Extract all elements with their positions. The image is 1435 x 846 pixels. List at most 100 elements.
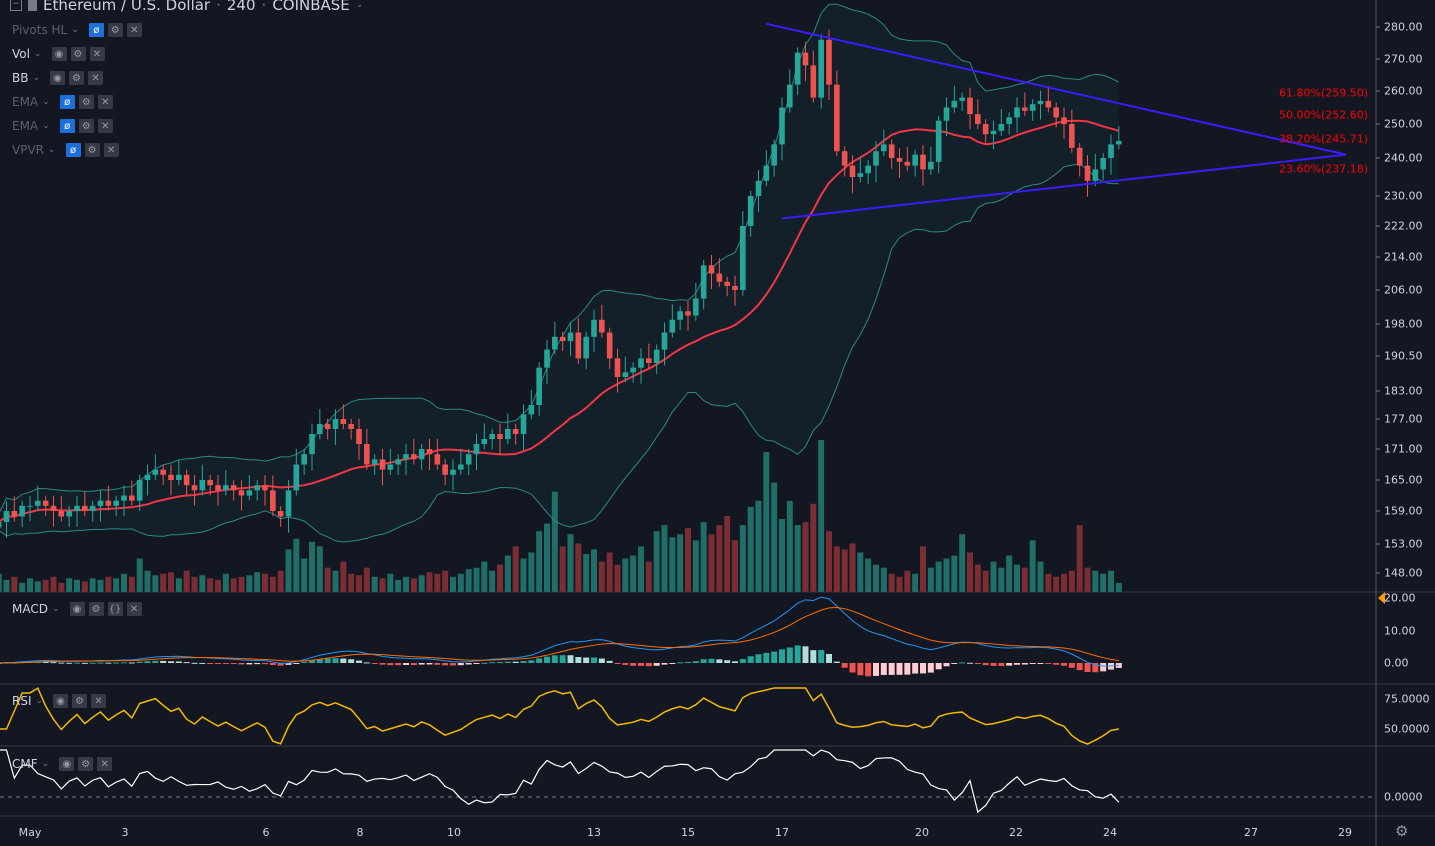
volume-bar [677,534,684,592]
gear-icon[interactable]: ⚙ [78,95,94,109]
gear-icon[interactable]: ⚙ [88,602,104,616]
close-icon[interactable]: ✕ [97,119,113,133]
indicator-legend[interactable]: Vol ⌄ ◉ ⚙ ✕ [12,47,105,61]
macd-legend[interactable]: MACD ⌄ ◉ ⚙{} ✕ [12,602,142,616]
volume-bar [395,579,402,592]
volume-bar [692,540,699,592]
macd-histogram-bar [1029,663,1036,665]
volume-bar [826,531,832,592]
indicator-legend[interactable]: BB ⌄ ◉ ⚙ ✕ [12,71,104,85]
candle [489,428,495,450]
volume-bar [457,573,464,592]
candle-body [207,480,213,486]
eye-hidden-icon[interactable]: ø [88,23,104,37]
gear-icon[interactable]: ⚙ [72,694,88,708]
chevron-down-icon[interactable]: ⌄ [42,97,50,107]
eye-hidden-icon[interactable]: ø [65,143,81,157]
interval[interactable]: 240 [226,0,256,14]
macd-histogram-bar [50,662,57,664]
macd-histogram-bar [58,662,65,664]
settings-gear-icon[interactable]: ⚙ [1395,822,1409,840]
candle [888,139,895,169]
candle [606,327,613,369]
braces-icon[interactable]: {} [107,602,123,616]
volume-bar [724,516,731,592]
rsi-legend[interactable]: RSI ⌄ ◉ ⚙ ✕ [12,694,107,708]
chevron-down-icon[interactable]: ⌄ [51,604,60,614]
volume-bar [520,558,527,592]
candle-body [144,474,151,480]
gear-icon[interactable]: ⚙ [70,47,86,61]
candle [865,160,871,185]
chevron-down-icon[interactable]: ⌄ [41,759,50,769]
candle-body [129,495,135,501]
volume-bar [880,567,887,592]
symbol-name[interactable]: Ethereum / U.S. Dollar [43,0,211,14]
volume-bar [536,531,543,592]
close-icon[interactable]: ✕ [126,602,142,616]
time-tick-label: 6 [262,826,270,839]
indicator-legend[interactable]: EMA ⌄ ø ⚙ ✕ [12,119,113,133]
close-icon[interactable]: ✕ [97,95,113,109]
candle-body [191,485,198,491]
triangle-lower-trendline[interactable] [781,153,1347,220]
gear-icon[interactable]: ⚙ [107,23,123,37]
gear-icon[interactable]: ⚙ [84,143,100,157]
close-icon[interactable]: ✕ [97,757,113,771]
indicator-legend[interactable]: EMA ⌄ ø ⚙ ✕ [12,95,113,109]
close-icon[interactable]: ✕ [103,143,119,157]
macd-histogram-bar [512,661,519,663]
bollinger-upper [0,3,1120,513]
chevron-down-icon[interactable]: ⌄ [33,49,42,59]
candle-body [630,367,636,373]
candle-body [66,511,72,517]
volume-bar [747,506,754,592]
candle-body [434,454,441,465]
chevron-down-icon[interactable]: ⌄ [32,73,41,83]
volume-bar [841,549,848,592]
macd-histogram-bar [105,662,112,664]
volume-bar [583,554,590,592]
close-icon[interactable]: ✕ [126,23,142,37]
candle [183,469,190,496]
chevron-down-icon[interactable]: ⌄ [42,121,50,131]
eye-hidden-icon[interactable]: ø [59,95,75,109]
chevron-down-icon[interactable]: ⌄ [35,696,44,706]
indicator-legend[interactable]: Pivots HL ⌄ ø ⚙ ✕ [12,23,142,37]
eye-icon[interactable]: ◉ [53,694,69,708]
price-tick-label: 183.00 [1384,384,1423,398]
chevron-down-icon[interactable]: ⌄ [355,0,364,10]
macd-histogram-bar [520,660,527,663]
macd-histogram-bar [410,663,417,666]
eye-icon[interactable]: ◉ [59,757,75,771]
close-icon[interactable]: ✕ [88,71,104,85]
collapse-icon[interactable]: − [10,0,22,11]
close-icon[interactable]: ✕ [89,47,105,61]
close-icon[interactable]: ✕ [91,694,107,708]
eye-icon[interactable]: ◉ [51,47,67,61]
chevron-down-icon[interactable]: ⌄ [48,145,56,155]
candle-body [599,319,605,333]
eye-icon[interactable]: ◉ [69,602,85,616]
cmf-legend[interactable]: CMF ⌄ ◉ ⚙ ✕ [12,757,113,771]
eye-icon[interactable]: ◉ [50,71,66,85]
candle-body [904,161,911,166]
volume-bar [379,578,386,592]
macd-histogram-bar [935,663,942,670]
eye-hidden-icon[interactable]: ø [59,119,75,133]
candle-body [614,358,621,377]
triangle-upper-trendline[interactable] [766,22,1347,156]
volume-bar [0,573,2,592]
indicator-legend[interactable]: VPVR ⌄ ø ⚙ ✕ [12,143,119,157]
macd-line [0,596,1119,667]
gear-icon[interactable]: ⚙ [78,119,94,133]
macd-histogram-bar [1084,663,1091,673]
gear-icon[interactable]: ⚙ [78,757,94,771]
candle-body [301,454,307,465]
chevron-down-icon[interactable]: ⌄ [71,25,79,35]
volume-bar [238,576,245,592]
macd-histogram-bar [450,663,456,666]
gear-icon[interactable]: ⚙ [69,71,85,85]
candle [708,254,715,290]
